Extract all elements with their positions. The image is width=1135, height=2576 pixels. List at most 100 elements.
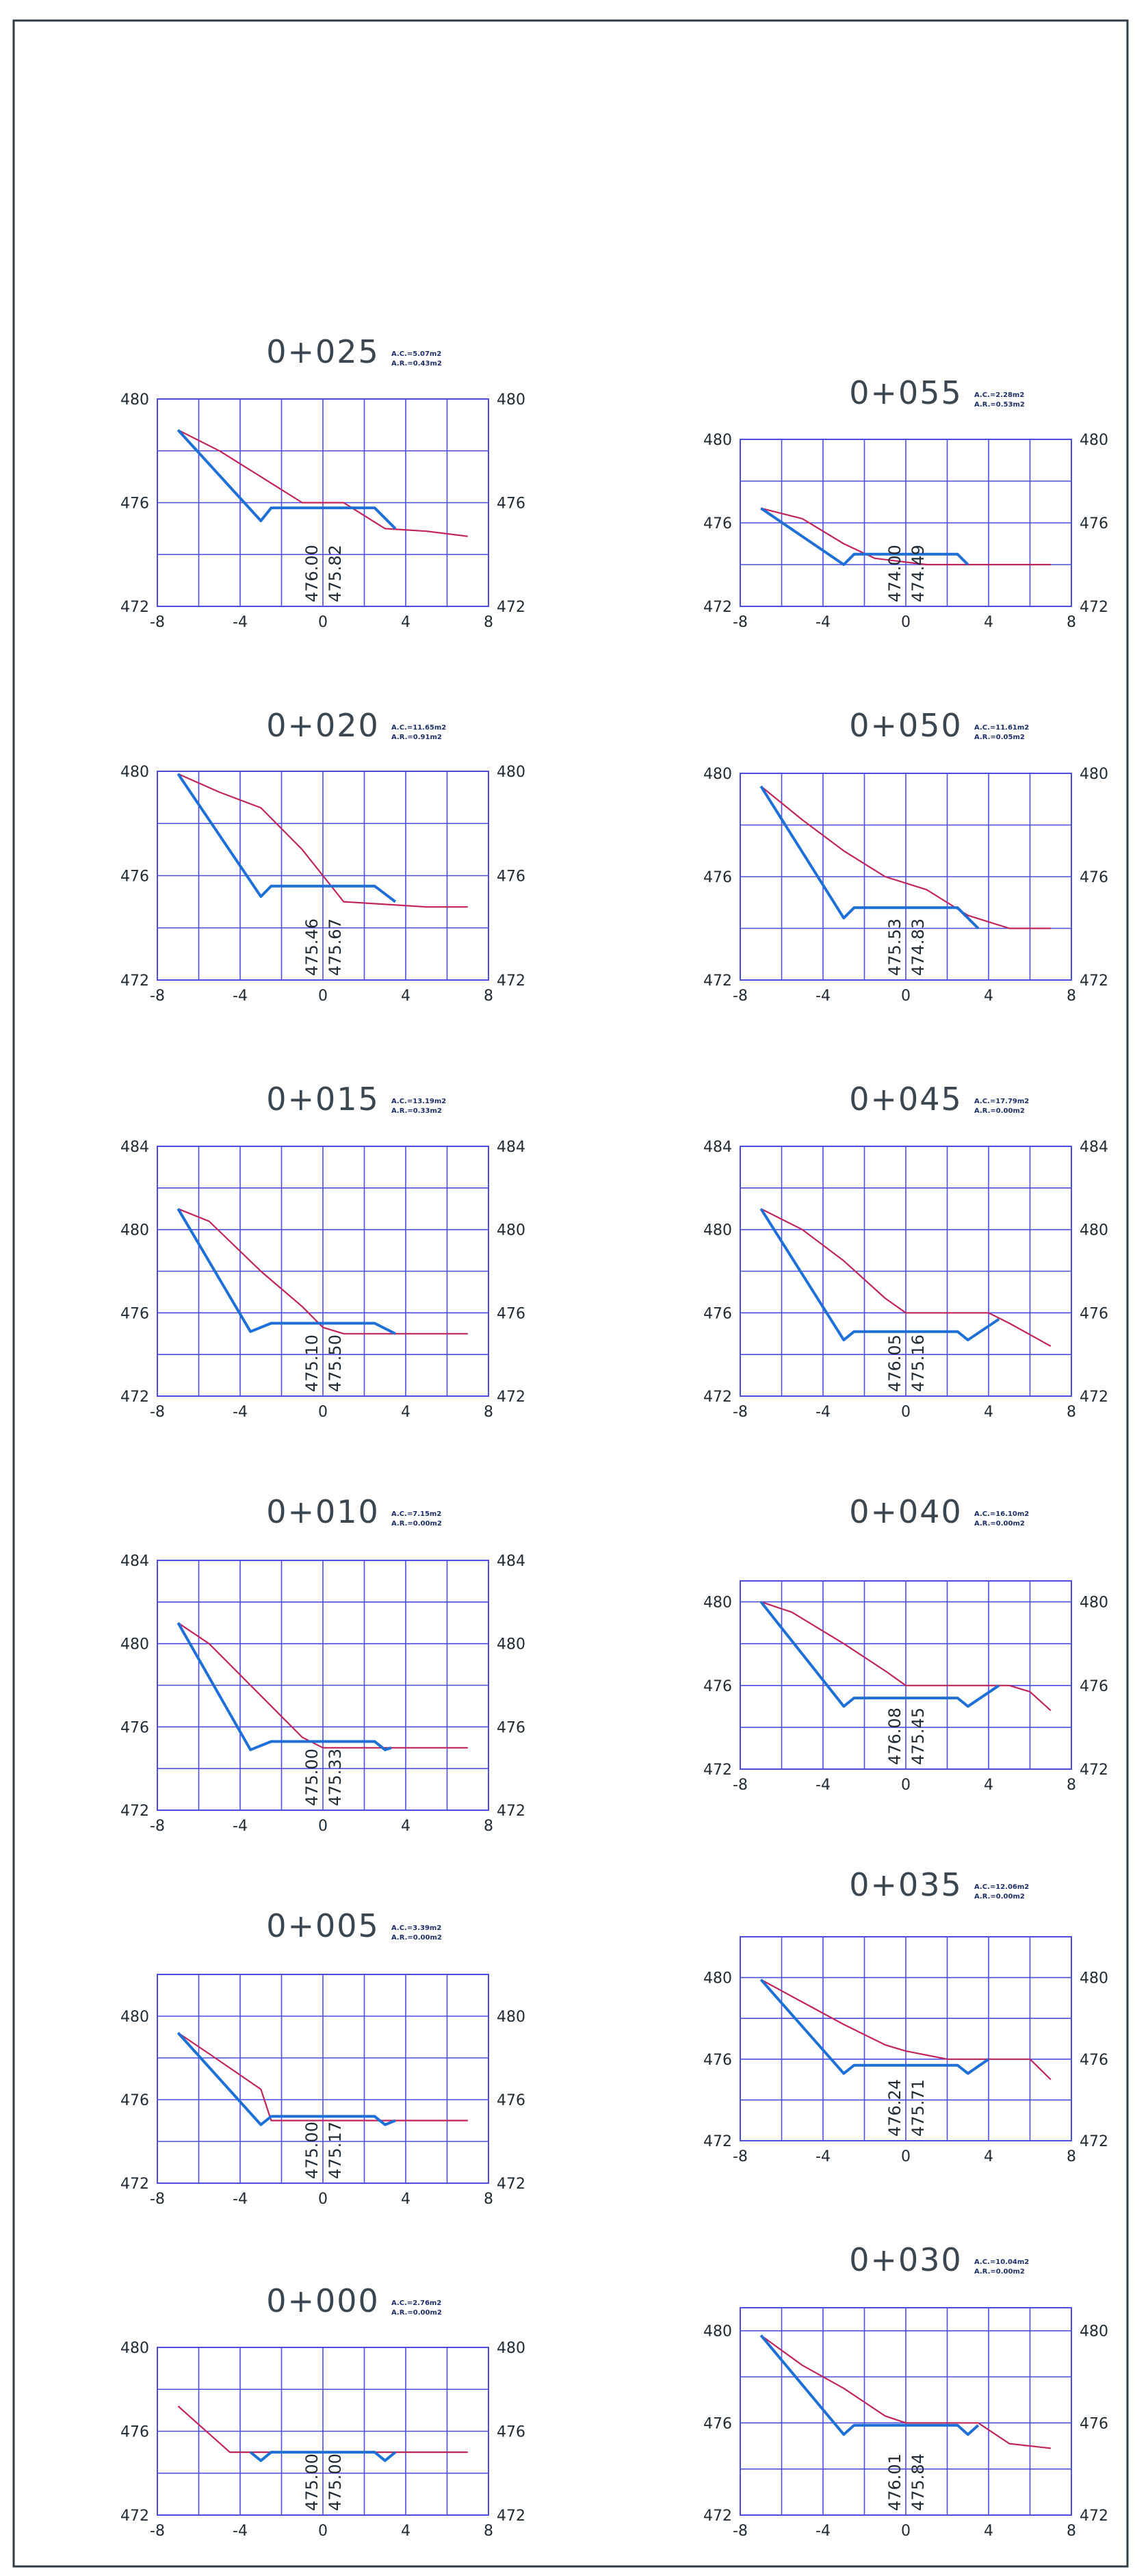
y-tick-left: 480 <box>120 1222 149 1239</box>
section-title: 0+030 <box>849 2241 963 2278</box>
y-tick-right: 484 <box>1080 1139 1108 1156</box>
x-tick: 8 <box>484 1404 493 1421</box>
design-profile <box>759 1601 1000 1708</box>
plot-border <box>157 1974 489 2184</box>
plot-border <box>157 2347 489 2516</box>
y-tick-right: 472 <box>497 599 525 616</box>
y-tick-left: 480 <box>703 2323 732 2341</box>
x-tick: -8 <box>733 1777 748 1794</box>
y-tick-right: 480 <box>1080 2323 1108 2341</box>
y-tick-right: 480 <box>1080 766 1108 783</box>
cut-area-label: A.C.=10.04m2 <box>974 2258 1029 2266</box>
x-tick: -4 <box>816 614 831 631</box>
x-tick: 0 <box>901 2148 911 2165</box>
section-title: 0+050 <box>849 707 963 744</box>
x-tick: -8 <box>150 1404 165 1421</box>
y-tick-right: 480 <box>497 2009 525 2026</box>
x-tick: -4 <box>233 2523 248 2540</box>
y-tick-right: 480 <box>497 764 525 781</box>
subgrade-elevation-label: 474.00 <box>885 545 904 602</box>
x-tick: -4 <box>233 1404 248 1421</box>
y-tick-left: 476 <box>703 1305 732 1322</box>
x-tick: -4 <box>816 1404 831 1421</box>
ground-elevation-label: 474.83 <box>909 918 928 976</box>
design-profile <box>249 2451 397 2462</box>
terrain-profile <box>760 1979 1052 2081</box>
terrain-profile <box>177 1208 468 1335</box>
x-tick: 8 <box>484 2523 493 2540</box>
y-tick-right: 480 <box>1080 1970 1108 1987</box>
y-tick-right: 480 <box>1080 1222 1108 1239</box>
y-tick-left: 472 <box>703 2133 732 2150</box>
fill-area-label: A.R.=0.05m2 <box>974 734 1025 741</box>
subgrade-elevation-label: 475.53 <box>885 918 904 976</box>
fill-area-label: A.R.=0.33m2 <box>391 1107 442 1115</box>
plot-border <box>740 1580 1072 1770</box>
x-tick: 8 <box>1067 988 1076 1005</box>
x-tick: 0 <box>901 1777 911 1794</box>
y-tick-left: 472 <box>703 1762 732 1779</box>
y-tick-right: 476 <box>497 2424 525 2441</box>
x-tick: -8 <box>150 2191 165 2208</box>
x-tick: 4 <box>984 614 993 631</box>
cut-area-label: A.C.=2.76m2 <box>391 2300 441 2307</box>
x-tick: -4 <box>816 2523 831 2540</box>
x-tick: 0 <box>318 2191 328 2208</box>
x-tick: 0 <box>318 2523 328 2540</box>
sheet-frame <box>12 19 1129 2568</box>
y-tick-left: 476 <box>120 2424 149 2441</box>
x-tick: -8 <box>150 988 165 1005</box>
plot-border <box>740 773 1072 981</box>
x-tick: -8 <box>733 2523 748 2540</box>
x-tick: 4 <box>984 988 993 1005</box>
x-tick: 8 <box>1067 1404 1076 1421</box>
x-tick: -8 <box>733 2148 748 2165</box>
y-tick-left: 476 <box>120 1719 149 1736</box>
y-tick-right: 476 <box>497 495 525 513</box>
section-title: 0+005 <box>266 1907 380 1944</box>
y-tick-left: 476 <box>703 2052 732 2069</box>
y-tick-left: 472 <box>120 973 149 990</box>
y-tick-right: 472 <box>1080 973 1108 990</box>
y-tick-left: 472 <box>703 2508 732 2525</box>
cut-area-label: A.C.=17.79m2 <box>974 1098 1029 1105</box>
x-tick: 4 <box>401 988 410 1005</box>
y-tick-right: 472 <box>1080 2133 1108 2150</box>
y-tick-right: 476 <box>497 1305 525 1322</box>
cut-area-label: A.C.=11.65m2 <box>391 724 446 732</box>
y-tick-right: 476 <box>1080 869 1108 886</box>
y-tick-left: 480 <box>120 1636 149 1653</box>
y-tick-left: 472 <box>120 2508 149 2525</box>
x-tick: 8 <box>484 2191 493 2208</box>
design-profile <box>759 2334 980 2436</box>
plot-border <box>157 1560 489 1811</box>
plot-border <box>740 1146 1072 1397</box>
y-tick-left: 476 <box>703 1678 732 1695</box>
y-tick-right: 476 <box>1080 515 1108 532</box>
x-tick: 4 <box>401 614 410 631</box>
x-tick: -4 <box>233 614 248 631</box>
y-tick-right: 476 <box>497 2092 525 2109</box>
x-tick: -4 <box>233 1818 248 1835</box>
x-tick: 0 <box>318 1818 328 1835</box>
y-tick-right: 472 <box>497 973 525 990</box>
y-tick-left: 472 <box>120 599 149 616</box>
terrain-profile <box>760 2334 1051 2449</box>
plot-border <box>740 1936 1072 2141</box>
y-tick-left: 484 <box>120 1553 149 1570</box>
y-tick-right: 480 <box>497 2340 525 2357</box>
y-tick-left: 480 <box>703 432 732 449</box>
ground-elevation-label: 475.71 <box>909 2079 928 2137</box>
ground-elevation-label: 475.17 <box>326 2122 345 2179</box>
y-tick-right: 480 <box>497 1222 525 1239</box>
y-tick-left: 476 <box>120 495 149 513</box>
cut-area-label: A.C.=2.28m2 <box>974 391 1024 399</box>
x-tick: 8 <box>1067 1777 1076 1794</box>
fill-area-label: A.R.=0.00m2 <box>974 1893 1025 1901</box>
